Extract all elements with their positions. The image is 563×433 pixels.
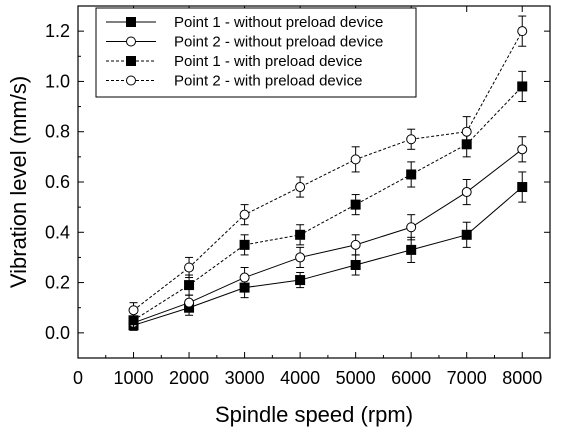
x-axis-title: Spindle speed (rpm) xyxy=(215,402,413,427)
legend-label: Point 2 - without preload device xyxy=(174,34,383,51)
data-point xyxy=(350,239,361,250)
x-tick-label: 4000 xyxy=(280,368,320,388)
data-point xyxy=(128,305,139,316)
data-point xyxy=(239,239,250,250)
x-tick-label: 7000 xyxy=(447,368,487,388)
data-point xyxy=(295,275,306,286)
legend-item: Point 2 - with preload device xyxy=(106,73,362,90)
y-tick-label: 0.8 xyxy=(45,122,70,142)
x-tick-label: 0 xyxy=(73,368,83,388)
data-point xyxy=(517,182,528,193)
legend-marker xyxy=(126,36,136,47)
series-4 xyxy=(128,15,528,319)
y-axis-title: Vibration level (mm/s) xyxy=(6,76,31,288)
data-point xyxy=(461,229,472,240)
data-point xyxy=(295,182,306,193)
series-line xyxy=(133,186,523,326)
data-point xyxy=(517,144,528,155)
x-tick-label: 3000 xyxy=(225,368,265,388)
y-tick-label: 1.2 xyxy=(45,21,70,41)
data-point xyxy=(184,280,195,291)
series-line xyxy=(133,86,523,321)
y-tick-label: 0.6 xyxy=(45,172,70,192)
data-point xyxy=(461,126,472,137)
legend-marker xyxy=(126,17,136,27)
legend-box xyxy=(95,7,417,98)
y-tick-label: 0.4 xyxy=(45,222,70,242)
data-point xyxy=(295,229,306,240)
x-tick-label: 6000 xyxy=(391,368,431,388)
legend-marker xyxy=(126,56,136,66)
legend: Point 1 - without preload device Point 2 … xyxy=(95,7,417,98)
data-point xyxy=(184,262,195,273)
legend-label: Point 2 - with preload device xyxy=(174,73,362,90)
x-tick-label: 2000 xyxy=(169,368,209,388)
legend-item: Point 1 - with preload device xyxy=(106,53,362,70)
axes-layer: 0 1000 2000 3000 4000 5000 6000 7000 8000 0.0 0.2 0… xyxy=(45,5,551,388)
data-point xyxy=(350,199,361,210)
series-layer xyxy=(128,15,528,331)
data-point xyxy=(406,222,417,233)
y-tick-label: 0.0 xyxy=(45,323,70,343)
data-point xyxy=(517,81,528,92)
series-line xyxy=(133,30,523,311)
data-point xyxy=(239,272,250,283)
x-tick-label: 8000 xyxy=(502,368,542,388)
data-point xyxy=(350,259,361,270)
data-point xyxy=(350,154,361,165)
x-tick-label: 5000 xyxy=(336,368,376,388)
legend-label: Point 1 - without preload device xyxy=(174,14,383,31)
legend-label: Point 1 - with preload device xyxy=(174,53,362,70)
data-point xyxy=(517,26,528,37)
data-point xyxy=(295,252,306,263)
y-tick-label: 0.2 xyxy=(45,273,70,293)
data-point xyxy=(461,187,472,198)
legend-item: Point 1 - without preload device xyxy=(106,14,383,31)
data-point xyxy=(406,169,417,180)
y-tick-label: 1.0 xyxy=(45,71,70,91)
legend-item: Point 2 - without preload device xyxy=(106,34,383,51)
data-point xyxy=(406,134,417,145)
legend-marker xyxy=(126,75,136,86)
data-point xyxy=(239,209,250,220)
data-point xyxy=(406,244,417,255)
x-tick-label: 1000 xyxy=(114,368,154,388)
series-line xyxy=(133,148,523,324)
data-point xyxy=(184,297,195,308)
